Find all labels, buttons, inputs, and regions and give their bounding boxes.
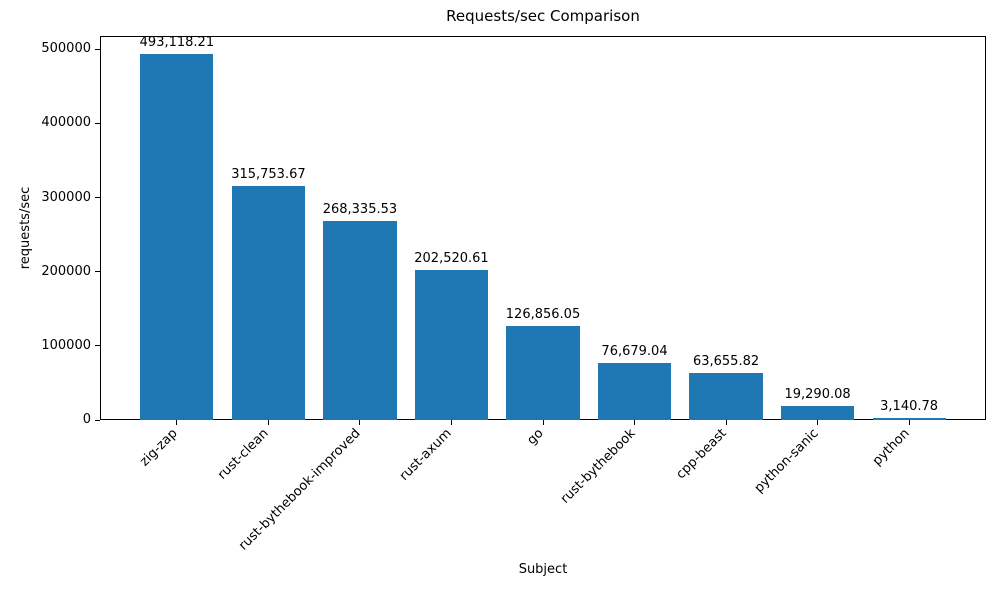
y-tick-label: 0 xyxy=(82,412,91,427)
bar xyxy=(414,269,489,420)
bar-value-label: 493,118.21 xyxy=(139,35,215,51)
y-tick-label: 100000 xyxy=(41,337,91,353)
x-tick-mark xyxy=(450,420,452,425)
y-tick-mark xyxy=(95,419,100,421)
chart-title: Requests/sec Comparison xyxy=(446,7,640,25)
y-tick-mark xyxy=(95,122,100,124)
bar-value-label: 268,335.53 xyxy=(322,201,398,217)
bar-value-label: 202,520.61 xyxy=(414,250,489,266)
bar-value-label: 3,140.78 xyxy=(880,398,939,414)
bar xyxy=(140,54,214,420)
bar-value-label: 19,290.08 xyxy=(784,386,851,402)
x-tick-mark xyxy=(817,420,819,425)
bar xyxy=(323,220,397,420)
y-tick-label: 400000 xyxy=(41,115,91,131)
x-tick-mark xyxy=(634,420,636,425)
x-tick-mark xyxy=(267,420,269,425)
bar xyxy=(872,417,946,420)
y-tick-mark xyxy=(95,197,100,198)
bar xyxy=(231,185,306,420)
bar-value-label: 76,679.04 xyxy=(601,344,668,360)
x-axis-label: Subject xyxy=(518,562,568,577)
bar xyxy=(689,372,763,420)
bar-value-label: 315,753.67 xyxy=(231,166,306,182)
bar xyxy=(597,363,672,420)
x-tick-mark xyxy=(359,420,361,425)
bar-value-label: 126,856.05 xyxy=(505,306,581,322)
y-tick-label: 200000 xyxy=(41,263,91,279)
y-tick-mark xyxy=(95,345,100,347)
y-tick-mark xyxy=(95,48,100,50)
bar xyxy=(780,405,855,420)
x-tick-mark xyxy=(908,420,910,425)
x-tick-mark xyxy=(725,420,727,425)
y-tick-label: 300000 xyxy=(41,189,91,205)
bar-value-label: 63,655.82 xyxy=(692,353,760,369)
x-tick-mark xyxy=(176,420,178,425)
y-tick-mark xyxy=(95,271,100,273)
y-tick-label: 500000 xyxy=(41,41,91,57)
bar xyxy=(506,325,580,420)
x-tick-mark xyxy=(542,420,544,425)
